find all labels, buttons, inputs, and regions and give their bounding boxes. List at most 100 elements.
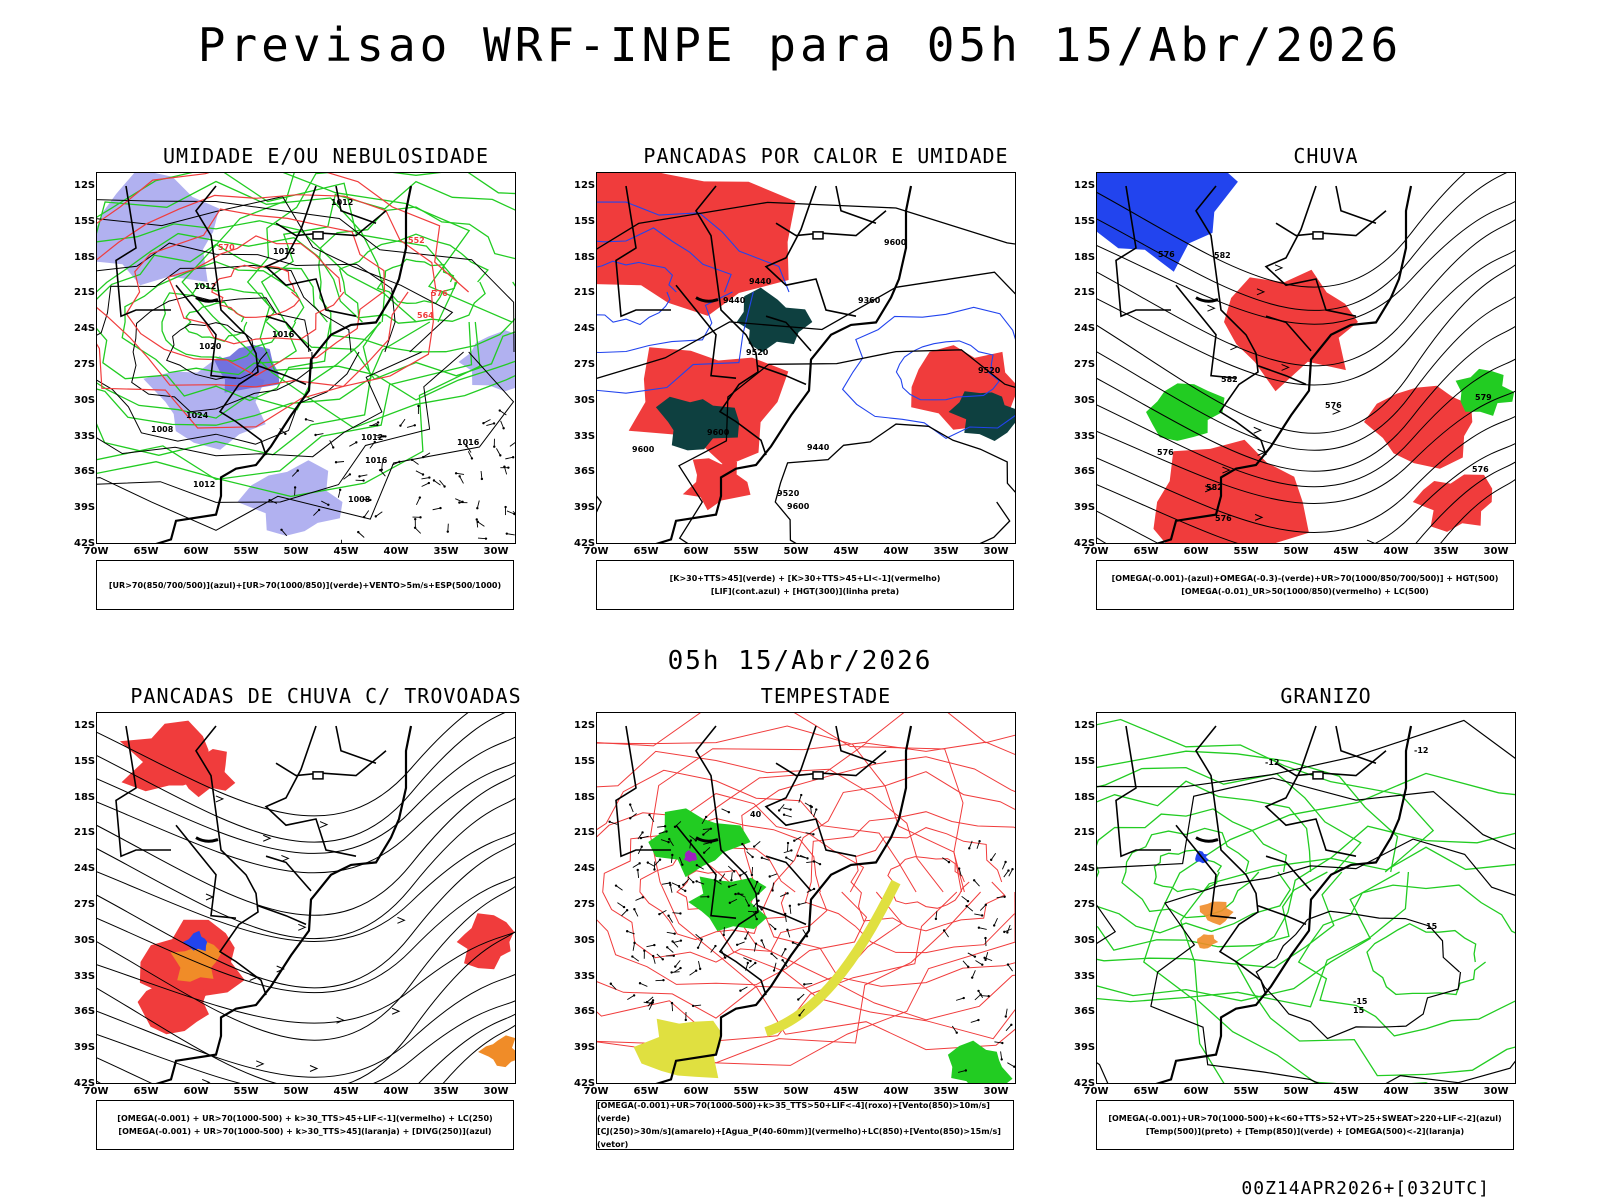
wind-vector-head bbox=[671, 940, 674, 943]
wind-vector-head bbox=[809, 804, 812, 808]
streamline-arrow bbox=[1332, 407, 1341, 415]
latitude-tick-label: 30S bbox=[74, 394, 96, 406]
humidity-contour-green bbox=[260, 180, 516, 380]
wind-vector-head bbox=[709, 827, 713, 830]
latitude-tick-label: 36S bbox=[1074, 1006, 1096, 1018]
wind-vector-head bbox=[757, 899, 760, 902]
political-border bbox=[175, 284, 237, 379]
wind-vector-head bbox=[803, 983, 806, 986]
wind-vector-head bbox=[730, 879, 733, 882]
wind-vector-head bbox=[797, 998, 800, 1001]
panel-title: PANCADAS POR CALOR E UMIDADE bbox=[643, 144, 1009, 168]
streamline-arrow bbox=[391, 1007, 401, 1015]
political-border bbox=[1265, 315, 1312, 352]
height-500-contour bbox=[1096, 249, 1516, 386]
political-border bbox=[265, 315, 312, 352]
streamline-250 bbox=[96, 1000, 516, 1084]
contour-value-label: 576 bbox=[1215, 514, 1232, 523]
wind-vector bbox=[661, 882, 670, 885]
wind-vector-head bbox=[417, 404, 420, 408]
political-border bbox=[695, 185, 767, 456]
wind-vector bbox=[627, 930, 635, 935]
wind-vector-head bbox=[648, 813, 651, 817]
jet-stream-area-yellow bbox=[764, 879, 901, 1037]
political-border bbox=[615, 725, 671, 858]
political-border bbox=[1175, 824, 1237, 919]
wind-vector-head bbox=[695, 880, 698, 883]
wind-vector-head bbox=[734, 892, 737, 896]
longitude-tick-label: 50W bbox=[1283, 1086, 1309, 1097]
wind-vector-head bbox=[698, 967, 702, 971]
wind-vector bbox=[1007, 964, 1013, 972]
wind-vector-head bbox=[638, 862, 641, 865]
wind-vector-head bbox=[332, 446, 335, 449]
wind-vector bbox=[647, 1000, 654, 1007]
lake-outline bbox=[695, 296, 719, 303]
contour-value-label: 9600 bbox=[707, 428, 730, 437]
wind-vector-head bbox=[668, 881, 672, 885]
longitude-tick-label: 55W bbox=[233, 546, 259, 557]
wind-vector bbox=[710, 945, 716, 953]
wind-vector-head bbox=[651, 1001, 655, 1004]
longitude-tick-label: 35W bbox=[1433, 546, 1459, 557]
wind-vector-head bbox=[965, 904, 968, 908]
wind-vector-head bbox=[679, 966, 682, 970]
streamline-arrow bbox=[263, 834, 272, 842]
wind-vector bbox=[671, 1003, 673, 1012]
wind-vector-head bbox=[671, 853, 674, 857]
wind-vector bbox=[971, 970, 976, 978]
wind-vector bbox=[486, 422, 495, 426]
wind-vector-head bbox=[700, 938, 703, 941]
omega-area-orange bbox=[1199, 901, 1234, 926]
wind-vector-head bbox=[777, 809, 781, 812]
wind-vector bbox=[993, 918, 998, 926]
wind-vector bbox=[689, 970, 697, 976]
wind-vector bbox=[467, 451, 473, 459]
streamline-arrow bbox=[205, 893, 215, 901]
latitude-tick-label: 12S bbox=[574, 180, 596, 191]
streamline-250 bbox=[96, 1013, 516, 1084]
wind-vector-head bbox=[798, 1014, 801, 1017]
height-500-contour bbox=[1096, 325, 1516, 472]
streamline-250 bbox=[96, 736, 516, 854]
instability-area-red bbox=[682, 458, 751, 511]
wind-vector bbox=[1008, 868, 1013, 877]
streamline-250 bbox=[96, 774, 516, 916]
wind-vector bbox=[415, 470, 424, 475]
political-border bbox=[335, 725, 377, 764]
longitude-tick-label: 30W bbox=[483, 1086, 509, 1097]
wind-vector-head bbox=[964, 1069, 968, 1072]
wind-vector-head bbox=[625, 909, 629, 912]
wind-vector-head bbox=[989, 858, 993, 862]
wind-vector bbox=[671, 882, 680, 887]
wind-vector bbox=[942, 857, 950, 863]
wind-vector-head bbox=[668, 837, 671, 841]
wind-vector-head bbox=[1006, 931, 1009, 934]
wind-vector bbox=[357, 531, 365, 538]
wind-vector-head bbox=[427, 481, 431, 485]
wind-vector bbox=[294, 487, 296, 496]
wind-vector bbox=[406, 424, 415, 428]
political-border bbox=[335, 185, 377, 224]
wind-vector bbox=[781, 949, 786, 957]
wind-vector-head bbox=[770, 952, 773, 955]
latitude-tick-label: 12S bbox=[74, 720, 96, 731]
political-border bbox=[175, 824, 237, 919]
longitude-tick-label: 65W bbox=[633, 546, 659, 557]
wind-vector-head bbox=[707, 895, 710, 898]
wind-vector bbox=[703, 829, 710, 835]
wind-vector-head bbox=[771, 889, 774, 892]
latitude-tick-label: 30S bbox=[574, 934, 596, 946]
humidity-contour-green bbox=[96, 243, 332, 402]
latitude-tick-label: 33S bbox=[1074, 430, 1096, 442]
wind-vector bbox=[786, 857, 794, 862]
wind-vector bbox=[291, 470, 299, 477]
wind-vector bbox=[269, 499, 278, 504]
precipitable-water-contour bbox=[596, 750, 958, 1042]
wind-vector bbox=[798, 902, 807, 905]
wind-vector-head bbox=[614, 884, 618, 887]
longitude-tick-label: 55W bbox=[1233, 546, 1259, 557]
map-area: 12S 15S 18S 21S 24S 27S 30S 33S 36S 39S 42S 70W 65W 6… bbox=[74, 712, 516, 1097]
wind-vector-head bbox=[1004, 860, 1007, 864]
latitude-tick-label: 27S bbox=[574, 359, 596, 370]
